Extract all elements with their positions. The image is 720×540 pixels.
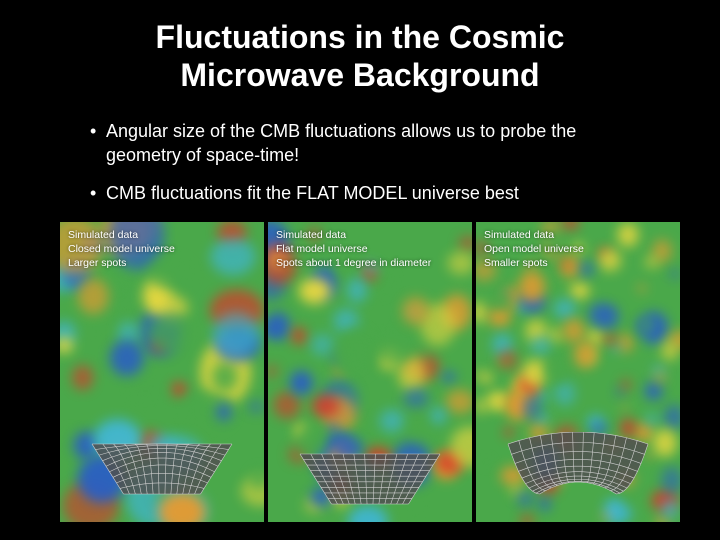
geometry-grid-flat [290, 442, 450, 512]
panel-label: Flat model universe [276, 242, 431, 256]
panel-open: Simulated data Open model universe Small… [476, 222, 680, 522]
panel-label: Spots about 1 degree in diameter [276, 256, 431, 270]
panel-label: Larger spots [68, 256, 175, 270]
panel-label: Open model universe [484, 242, 584, 256]
panel-flat-labels: Simulated data Flat model universe Spots… [276, 228, 431, 271]
panel-label: Closed model universe [68, 242, 175, 256]
panel-open-labels: Simulated data Open model universe Small… [484, 228, 584, 271]
bullet-2-emphasis: FLAT MODEL [296, 183, 407, 203]
panel-label: Simulated data [484, 228, 584, 242]
bullet-list: Angular size of the CMB fluctuations all… [0, 105, 720, 226]
cmb-figure: Simulated data Closed model universe Lar… [60, 222, 680, 522]
bullet-1: Angular size of the CMB fluctuations all… [90, 119, 650, 168]
panel-label: Simulated data [68, 228, 175, 242]
bullet-2: CMB fluctuations fit the FLAT MODEL univ… [90, 181, 650, 205]
panel-label: Smaller spots [484, 256, 584, 270]
panel-label: Simulated data [276, 228, 431, 242]
geometry-grid-closed [82, 432, 242, 512]
panel-closed: Simulated data Closed model universe Lar… [60, 222, 264, 522]
bullet-2-post: universe best [407, 183, 519, 203]
slide-title: Fluctuations in the Cosmic Microwave Bac… [0, 0, 720, 105]
panel-closed-labels: Simulated data Closed model universe Lar… [68, 228, 175, 271]
geometry-grid-open [498, 432, 658, 512]
panel-flat: Simulated data Flat model universe Spots… [268, 222, 472, 522]
bullet-2-pre: CMB fluctuations fit the [106, 183, 296, 203]
